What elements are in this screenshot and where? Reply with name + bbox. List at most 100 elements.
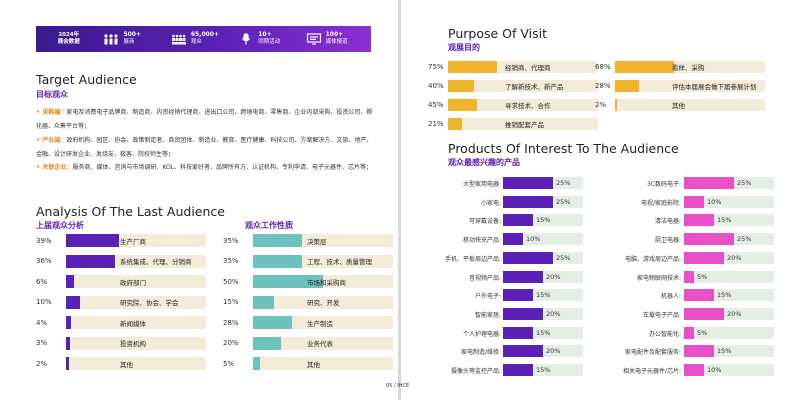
stat-exhibitors: 500+ 展商 xyxy=(103,31,164,45)
page-footer: 05 / IHCE xyxy=(386,383,410,389)
bar-track xyxy=(66,316,206,329)
bullet-icon: • xyxy=(36,163,43,171)
product-name: 机器人: xyxy=(660,293,681,301)
bar-label: 工程、技术、质量管理 xyxy=(307,258,372,266)
bar-track xyxy=(448,61,598,73)
products-title: Products Of Interest To The Audience xyxy=(448,141,679,156)
purpose-row: 75% 经销商、代理商 xyxy=(428,61,598,73)
percent-value: 10% xyxy=(707,366,722,374)
bar-label: 市场和采购商 xyxy=(307,278,346,287)
bar-row: 15% 研究、开发 xyxy=(223,295,398,309)
target-item-industry: • 产业端：政府机构、园区、协会、政策制定者、商贸团体、制造业、教育、医疗健康、… xyxy=(36,136,373,158)
bullet-icon: • xyxy=(36,136,43,144)
percent-value: 20% xyxy=(223,339,239,347)
bar-fill xyxy=(253,295,274,309)
bar-track: 25% xyxy=(503,251,583,264)
product-name: 摄像头等监控产品: xyxy=(450,368,501,375)
bar-label: 评估本届展会做下届参展计划 xyxy=(672,83,757,91)
product-name: 可穿戴设备: xyxy=(468,218,501,226)
percent-value: 68% xyxy=(595,63,611,71)
percent-value: 20% xyxy=(546,272,561,281)
percent-value: 2% xyxy=(36,359,48,368)
percent-value: 2% xyxy=(595,101,607,109)
bar-track: 20% xyxy=(684,251,774,264)
product-name: 大型家用电器: xyxy=(462,181,501,188)
target-item-related: • 关联企业：服务商、媒体、咨询与市场调研、KOL、科技爱好者、品牌所有方、认证… xyxy=(36,163,373,171)
bar-fill xyxy=(66,336,71,350)
bar-track: 20% xyxy=(503,345,583,358)
percent-value: 3% xyxy=(36,339,48,347)
bar-track: 25% xyxy=(684,233,774,246)
bar-track: 15% xyxy=(503,214,583,227)
bar-fill xyxy=(253,254,302,268)
percent-value: 25% xyxy=(556,179,571,187)
bar-track xyxy=(66,295,206,309)
bar-fill xyxy=(684,270,694,283)
percent-value: 15% xyxy=(536,216,551,225)
purpose-row: 45% 寻求技术、合作 xyxy=(428,99,598,111)
percent-value: 25% xyxy=(556,197,571,206)
percent-value: 15% xyxy=(223,298,239,306)
bar-track xyxy=(253,275,393,288)
purpose-title: Purpose Of Visit xyxy=(448,26,547,41)
bar-track: 20% xyxy=(503,307,583,320)
bar-track: 10% xyxy=(503,233,583,246)
bar-track: 15% xyxy=(503,364,583,376)
bar-fill xyxy=(253,336,281,350)
bar-track xyxy=(66,234,206,247)
target-audience-title: Target Audience xyxy=(36,72,137,87)
percent-value: 36% xyxy=(36,257,52,265)
bar-row: 20% 业务代表 xyxy=(223,336,398,350)
bar-fill xyxy=(448,80,474,92)
bar-row: 39% 生产厂商 xyxy=(36,234,286,247)
percent-value: 15% xyxy=(536,328,551,337)
bar-row: 36% 系统集成、代理、分销商 xyxy=(36,254,286,268)
percent-value: 10% xyxy=(36,298,52,306)
product-name: 厨卫电器: xyxy=(654,237,681,245)
bar-label: 新闻媒体 xyxy=(120,319,146,328)
percent-value: 40% xyxy=(428,82,444,90)
percent-value: 45% xyxy=(428,101,444,109)
percent-value: 15% xyxy=(717,347,732,356)
product-name: 移动快充产品: xyxy=(462,237,501,245)
bar-track xyxy=(448,99,598,111)
microphone-icon xyxy=(242,33,251,45)
percent-value: 15% xyxy=(717,216,732,225)
bar-fill xyxy=(684,364,704,376)
bar-fill xyxy=(684,289,714,302)
bar-track xyxy=(615,61,765,73)
bar-track: 15% xyxy=(684,289,774,302)
product-name: 家电配件及配套服务: xyxy=(624,349,681,357)
bar-fill xyxy=(253,316,293,329)
bar-track: 25% xyxy=(503,177,583,189)
bar-fill xyxy=(684,326,694,339)
bar-fill xyxy=(448,61,497,73)
percent-value: 10% xyxy=(526,235,541,244)
bar-track xyxy=(448,118,598,130)
bar-row: 10% 研究院、协会、学会 xyxy=(36,295,286,309)
bar-track: 25% xyxy=(684,177,774,189)
crowd-icon xyxy=(171,34,186,45)
last-audience-subtitle: 上届观众分析 xyxy=(36,221,84,230)
bar-track xyxy=(66,254,206,268)
stat-media: 100+ 媒体报道 xyxy=(306,31,367,45)
bar-fill xyxy=(253,275,323,288)
bar-row: 35% 决策层 xyxy=(223,234,398,247)
product-name: 办公智能化: xyxy=(648,330,681,338)
job-nature-subtitle: 观众工作性质 xyxy=(245,221,293,230)
bar-track: 10% xyxy=(684,195,774,208)
percent-value: 39% xyxy=(36,236,52,245)
bar-fill xyxy=(66,275,75,288)
bar-fill xyxy=(684,345,714,358)
bar-label: 了解新技术、新产品 xyxy=(505,83,564,91)
product-name: 家电物联网技术: xyxy=(636,274,681,282)
bar-fill xyxy=(253,357,260,370)
percent-value: 20% xyxy=(727,309,742,318)
bar-fill xyxy=(503,326,533,339)
bar-fill xyxy=(66,295,80,309)
bar-track xyxy=(66,336,206,350)
bar-fill xyxy=(684,233,734,246)
target-item-buyers: • 采购端：家电及消费电子品牌商、制造商、内资经销代理商、进出口公司、跨境电商、… xyxy=(36,108,373,130)
bar-fill xyxy=(684,214,714,227)
purpose-subtitle: 观展目的 xyxy=(448,43,480,52)
